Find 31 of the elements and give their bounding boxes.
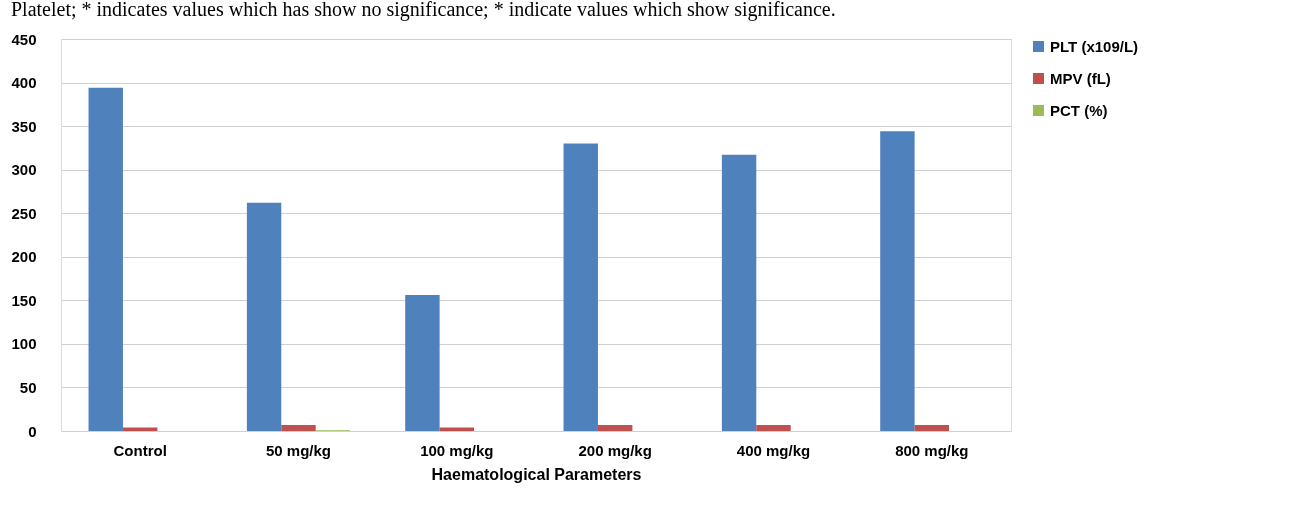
x-tick-label: 400 mg/kg [736,441,811,459]
y-tick-label: 100 [11,335,37,353]
bar [88,87,123,431]
bar [597,424,633,431]
x-axis-title: Haematological Parameters [431,465,642,483]
text: Platelet; * indicates values which has show no significance; * indicate values which show significance. [10,0,836,21]
x-tick-label: 200 mg/kg [578,441,652,459]
x-tick-label: 50 mg/kg [265,441,332,459]
x-tick-label: Control [113,441,167,459]
y-tick-label: 250 [11,204,37,222]
bar [880,131,915,431]
bar [721,154,757,431]
y-tick-label: 450 [11,30,37,48]
bar [914,424,950,431]
legend-label: PLT (x109/L) [1050,37,1139,55]
y-tick-label: 0 [28,422,37,440]
bar [281,424,316,431]
y-tick-label: 150 [11,291,37,309]
legend-label: MPV (fL) [1050,69,1111,87]
x-tick-label: 100 mg/kg [420,441,494,459]
y-tick-label: 300 [11,161,37,179]
legend-label: PCT (%) [1050,101,1108,119]
bar [246,202,282,431]
bar [405,295,440,431]
y-tick-label: 400 [11,74,37,92]
bar [756,424,791,431]
y-tick-label: 50 [19,378,37,396]
y-tick-label: 200 [11,248,37,266]
y-tick-label: 350 [11,117,37,135]
x-tick-label: 800 mg/kg [895,441,969,459]
bar [563,143,598,431]
